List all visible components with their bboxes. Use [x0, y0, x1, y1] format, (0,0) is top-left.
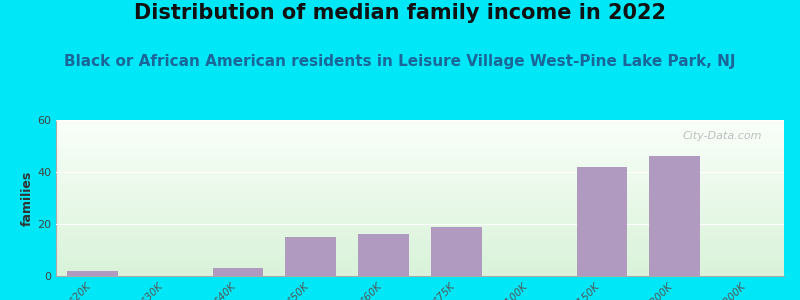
Bar	[577, 167, 627, 276]
Bar	[650, 156, 700, 276]
Bar	[431, 226, 482, 276]
Bar	[67, 271, 118, 276]
Y-axis label: families: families	[22, 170, 34, 226]
Text: Black or African American residents in Leisure Village West-Pine Lake Park, NJ: Black or African American residents in L…	[64, 54, 736, 69]
Text: City-Data.com: City-Data.com	[682, 131, 762, 141]
Text: Distribution of median family income in 2022: Distribution of median family income in …	[134, 3, 666, 23]
Bar	[213, 268, 263, 276]
Bar	[358, 234, 409, 276]
Bar	[286, 237, 336, 276]
